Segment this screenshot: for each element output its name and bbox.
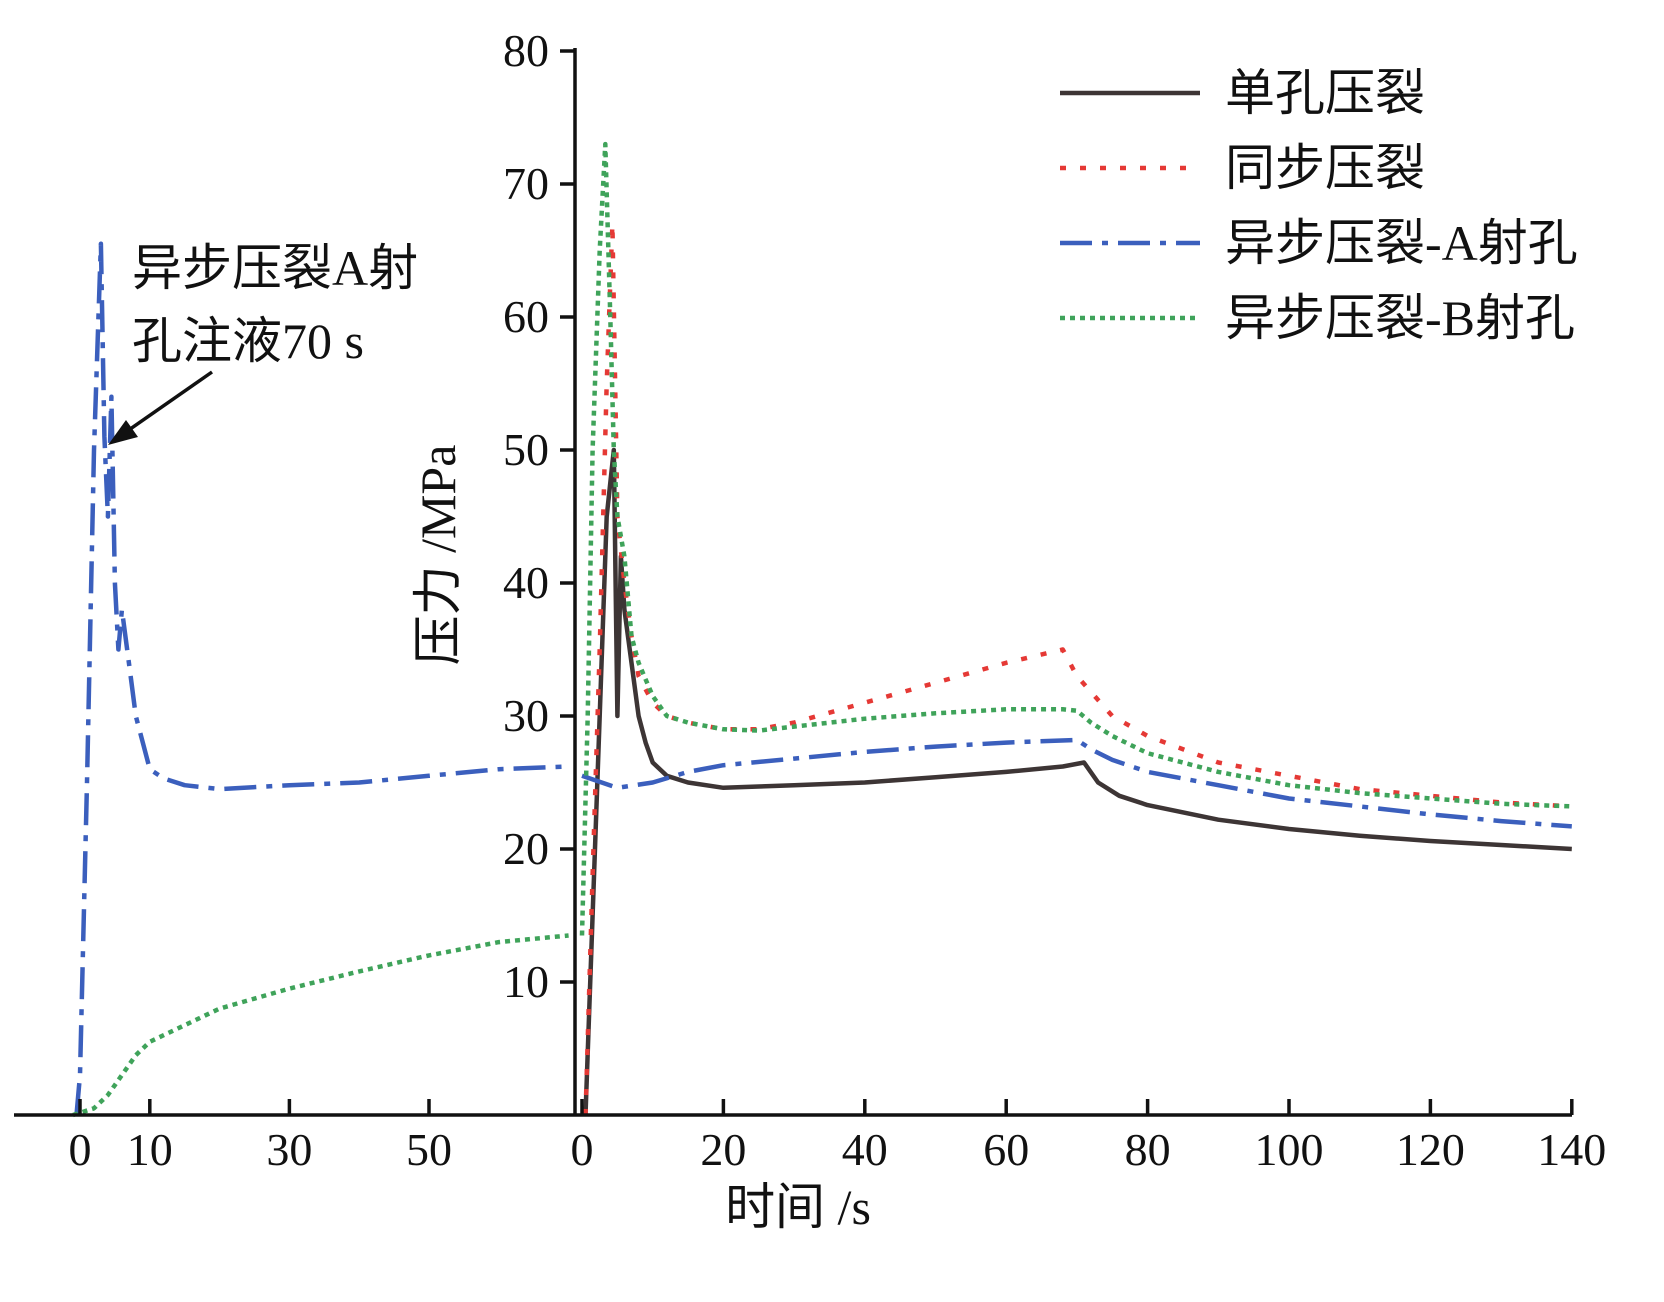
y-axis-title: 压力 /MPa — [410, 445, 466, 666]
legend-item: 单孔压裂 — [1060, 65, 1425, 121]
x-tick-label-left: 10 — [127, 1124, 173, 1175]
legend-label: 异步压裂-A射孔 — [1225, 215, 1578, 271]
series-4-right-line — [579, 141, 1572, 936]
annotation-line-1: 异步压裂A射 — [132, 240, 418, 296]
x-tick-label-left: 0 — [69, 1124, 92, 1175]
legend-label: 同步压裂 — [1225, 140, 1425, 196]
x-tick-label-right: 40 — [842, 1124, 888, 1175]
x-tick-label-left: 30 — [266, 1124, 312, 1175]
series-2-right-line — [583, 221, 1572, 1116]
annotation-line-2: 孔注液70 s — [132, 313, 364, 369]
y-tick-label: 60 — [503, 291, 549, 342]
x-tick-label-right: 80 — [1125, 1124, 1171, 1175]
series-3-left-line — [74, 241, 569, 1116]
y-tick-label: 10 — [503, 956, 549, 1007]
legend-item: 同步压裂 — [1060, 140, 1425, 196]
x-tick-label-right: 0 — [571, 1124, 594, 1175]
y-tick-label: 20 — [503, 823, 549, 874]
annotation-arrow — [108, 370, 214, 445]
legend-item: 异步压裂-B射孔 — [1060, 290, 1575, 346]
legend-item: 异步压裂-A射孔 — [1060, 215, 1578, 271]
legend-label: 异步压裂-B射孔 — [1225, 290, 1575, 346]
x-tick-label-right: 60 — [983, 1124, 1029, 1175]
series-1-right-line — [583, 447, 1572, 1116]
y-tick-label: 70 — [503, 158, 549, 209]
x-axis-title: 时间 /s — [725, 1179, 871, 1235]
y-tick-label: 50 — [503, 424, 549, 475]
axes-layer — [14, 48, 1572, 1117]
series-4-left-line — [72, 933, 569, 1118]
x-tick-label-right: 100 — [1255, 1124, 1324, 1175]
x-tick-label-right: 140 — [1537, 1124, 1606, 1175]
x-tick-label-left: 50 — [406, 1124, 452, 1175]
y-tick-label: 80 — [503, 25, 549, 76]
x-tick-label-right: 120 — [1396, 1124, 1465, 1175]
ticks-layer: 10 20 30 40 50 60 70 80 0 10 30 50 0 20 40 60 80 100 120 14… — [69, 25, 1607, 1175]
y-tick-label: 40 — [503, 557, 549, 608]
series-3 — [74, 241, 1572, 1116]
legend-label: 单孔压裂 — [1225, 65, 1425, 121]
series-4 — [72, 141, 1572, 1118]
series-layer — [72, 141, 1572, 1118]
series-3-right-line — [581, 737, 1572, 829]
y-tick-label: 30 — [503, 690, 549, 741]
x-tick-label-right: 20 — [700, 1124, 746, 1175]
series-1 — [583, 447, 1572, 1116]
series-2 — [583, 221, 1572, 1116]
